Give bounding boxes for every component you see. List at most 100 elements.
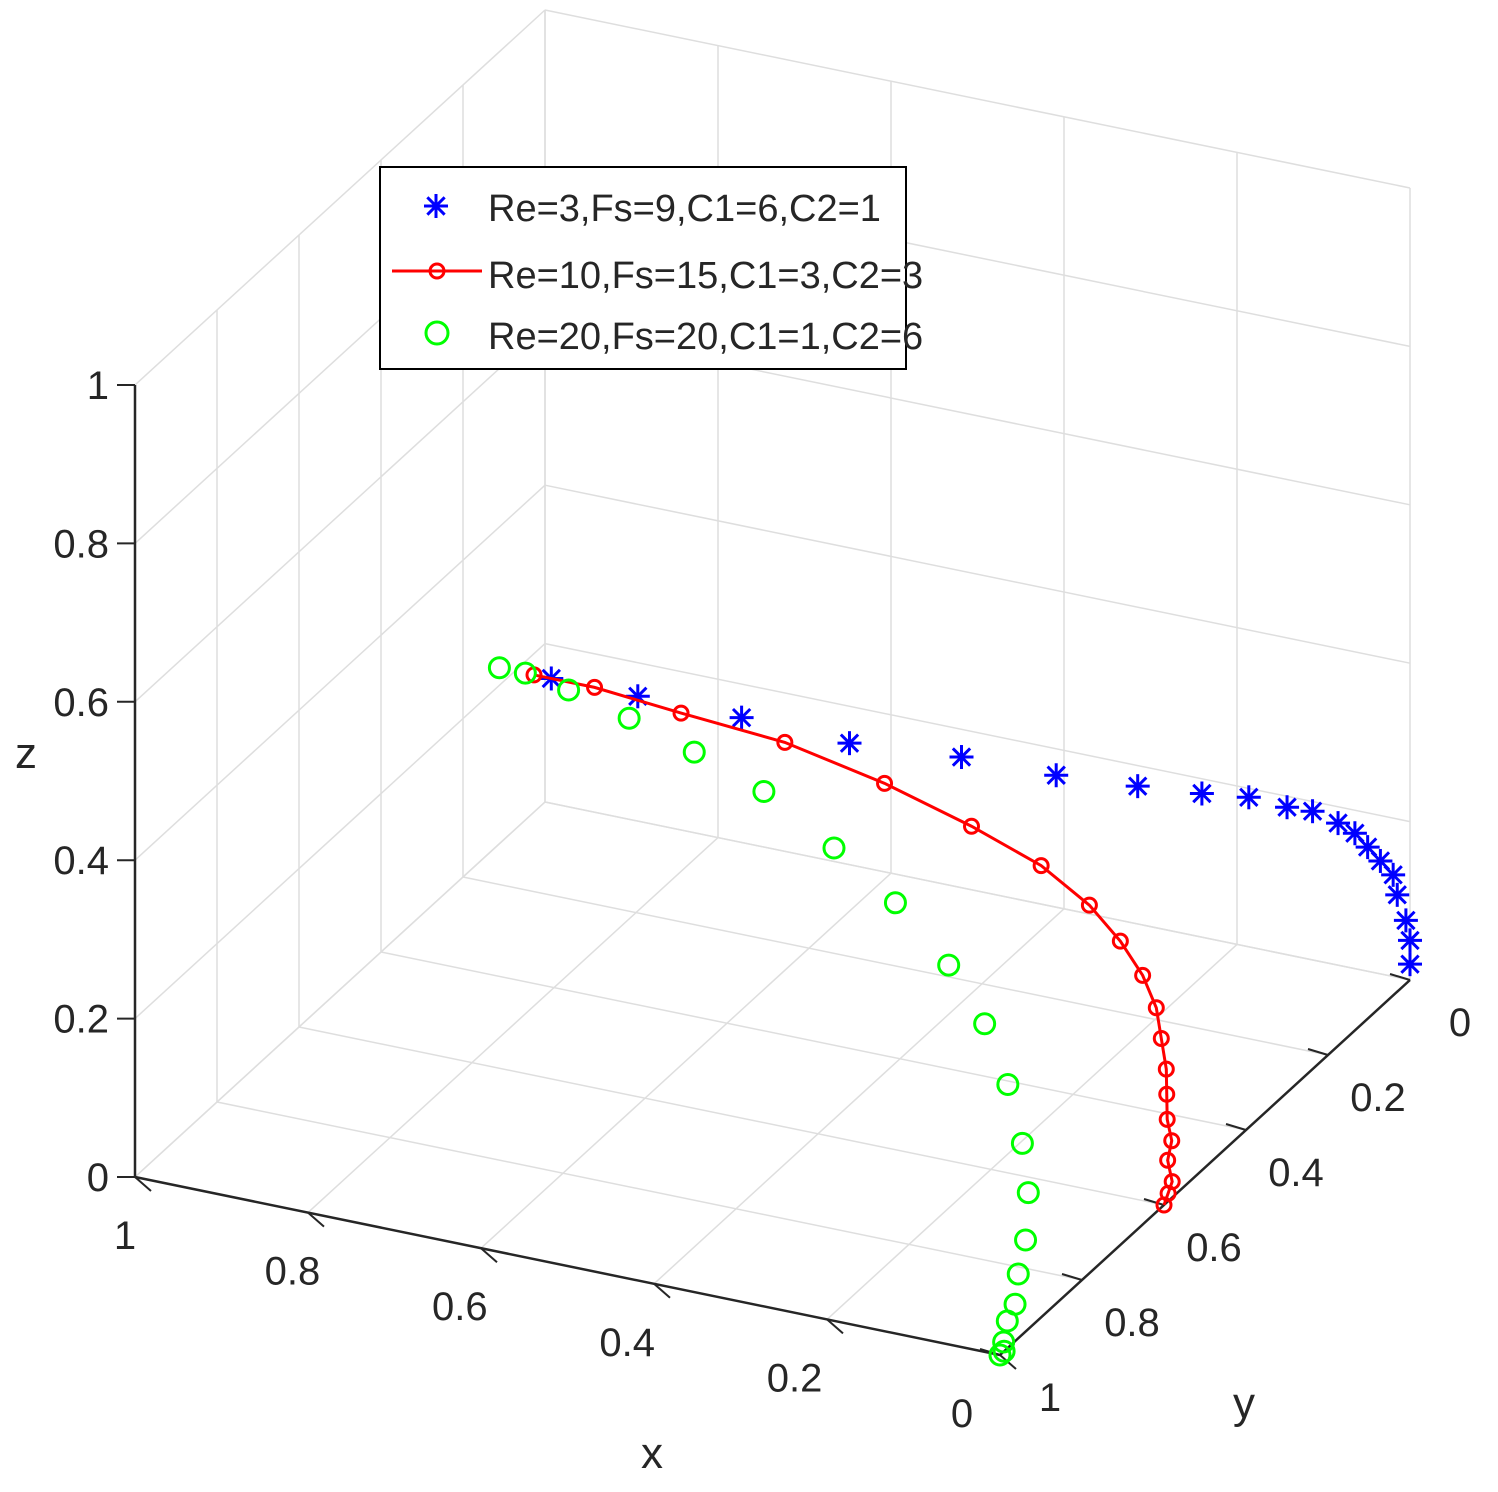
data-point [513,661,537,685]
y-tick [1225,1123,1247,1131]
data-point [586,678,604,696]
x-tick [480,1247,498,1263]
grid-line [216,1101,1083,1281]
grid-line [307,837,719,1214]
legend-entry-3: Re=20,Fs=20,C1=1,C2=6 [424,316,923,358]
data-point [1016,1181,1040,1205]
data-point [1163,1173,1181,1191]
z-tick-label: 0.8 [53,522,109,566]
asterisk-stroke [1357,837,1378,857]
asterisk-stroke [1302,801,1323,821]
asterisk-stroke [1396,910,1416,931]
asterisk-stroke [1328,813,1348,833]
asterisk-stroke [839,733,860,753]
x-tick-label: 0 [951,1392,973,1436]
z-tick-label: 1 [87,364,109,408]
data-point [1032,857,1050,875]
data-point [729,705,754,730]
grid-line [380,951,1247,1131]
grid-line [462,876,1329,1056]
grid-line [480,872,892,1249]
series-1 [539,666,1422,977]
data-point [557,678,581,702]
asterisk-stroke [1277,797,1297,817]
x-tick-label: 0.8 [265,1250,321,1294]
data-point [1003,1292,1027,1316]
data-point [1158,1110,1176,1128]
data-point [988,1343,1012,1367]
asterisk-stroke [1127,776,1148,796]
asterisk-stroke [628,686,648,706]
z-tick-label: 0.2 [53,998,109,1042]
data-point [949,745,974,770]
asterisk-stroke [1383,865,1403,885]
data-point [1158,1085,1176,1103]
series-line [533,673,1174,1206]
asterisk-stroke [1400,954,1420,974]
asterisk-stroke [1192,783,1212,804]
data-point [1125,774,1150,799]
grid-line [134,326,546,703]
data-point [672,704,690,722]
grid-line [544,484,1411,664]
asterisk-stroke [951,747,972,767]
y-tick-label: 0 [1449,1001,1471,1045]
data-point [1236,785,1261,810]
data-point [617,706,641,730]
data-point [837,731,862,756]
y-tick-label: 0.4 [1268,1151,1324,1195]
data-point [1393,908,1418,933]
z-tick-label: 0.4 [53,839,109,883]
grid-line [134,643,546,1020]
data-point [487,656,511,680]
legend-marker-circle-icon [424,320,450,346]
data-point [876,774,894,792]
x-tick-label: 0.2 [767,1356,823,1400]
data-point [992,1330,1016,1354]
legend-marker-line-circle-icon [392,262,482,280]
x-tick [826,1318,844,1335]
grid-line [134,801,546,1178]
y-tick-label: 1 [1039,1376,1061,1420]
series-2 [525,666,1181,1214]
legend-label-3: Re=20,Fs=20,C1=1,C2=6 [488,316,923,358]
grid-line [826,943,1238,1320]
x-tick [307,1211,325,1228]
x-axis-label: x [641,1429,663,1478]
legend-circle [428,262,446,280]
legend-circle [424,320,450,346]
data-point [1398,928,1422,953]
data-point [1159,1151,1177,1169]
data-point [1342,821,1367,846]
data-point [1152,1029,1170,1047]
data-point [1381,862,1406,887]
legend-label-2: Re=10,Fs=15,C1=3,C2=3 [488,255,923,297]
asterisk-stroke [1239,787,1259,808]
y-tick-label: 0.6 [1186,1226,1242,1270]
data-point [973,1012,997,1036]
data-point [1300,799,1325,824]
data-point [1326,811,1351,836]
z-tick-label: 0.6 [53,681,109,725]
data-point [1080,896,1098,914]
data-point [1189,781,1214,806]
asterisk-stroke [426,196,446,216]
y-tick-label: 0.8 [1104,1301,1160,1345]
data-point [1134,966,1152,984]
asterisk-stroke [731,707,752,728]
data-point [1163,1132,1181,1150]
data-point [992,1339,1016,1363]
data-point [1157,1060,1175,1078]
legend-entry-2: Re=10,Fs=15,C1=3,C2=3 [392,255,923,297]
y-axis-line [999,979,1411,1356]
data-point [1147,999,1165,1017]
data-point [1006,1262,1030,1286]
y-tick [1389,973,1411,981]
x-tick [134,1176,152,1192]
asterisk-stroke [1400,930,1420,951]
legend-box [379,166,907,370]
axes: 00.20.40.60.8100.20.40.60.8100.20.40.60.… [53,364,1471,1436]
data-point [883,891,907,915]
series-3 [487,656,1040,1367]
data-point [1275,795,1300,820]
